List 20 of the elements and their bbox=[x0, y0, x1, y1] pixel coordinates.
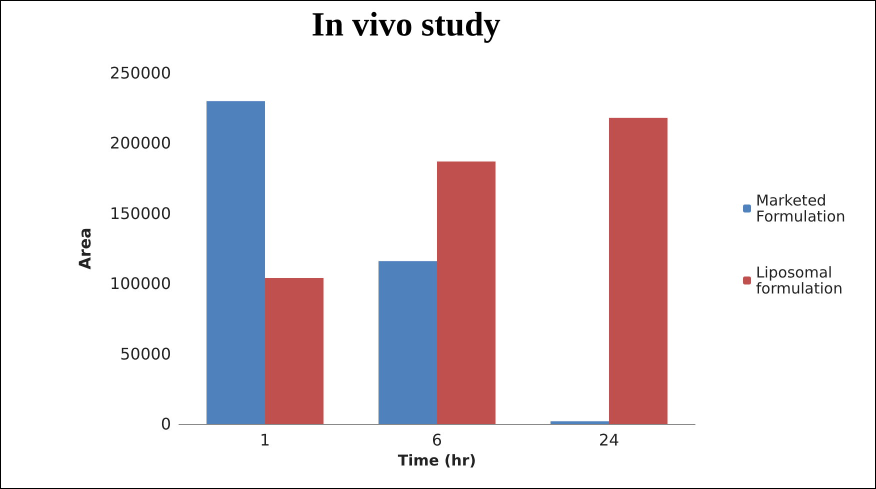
bar bbox=[206, 101, 265, 424]
bar bbox=[550, 421, 609, 424]
y-tick-label: 100000 bbox=[110, 274, 171, 294]
bar bbox=[378, 261, 437, 424]
chart-title: In vivo study bbox=[312, 6, 500, 44]
x-tick-label: 1 bbox=[260, 430, 270, 450]
legend-label: Marketed Formulation bbox=[756, 192, 846, 226]
y-tick-label: 150000 bbox=[110, 204, 171, 223]
y-tick-label: 50000 bbox=[120, 344, 171, 364]
legend-label: Liposomal formulation bbox=[756, 264, 843, 298]
x-axis-title: Time (hr) bbox=[398, 451, 476, 470]
x-tick-label: 6 bbox=[432, 430, 442, 450]
y-tick-label: 200000 bbox=[110, 134, 171, 153]
bar bbox=[265, 278, 324, 424]
y-tick-label: 0 bbox=[160, 414, 171, 434]
bar bbox=[437, 161, 496, 424]
y-axis-title: Area bbox=[76, 228, 94, 270]
y-tick-label: 250000 bbox=[110, 64, 171, 82]
x-tick-label: 24 bbox=[598, 430, 620, 450]
bar bbox=[609, 118, 668, 424]
